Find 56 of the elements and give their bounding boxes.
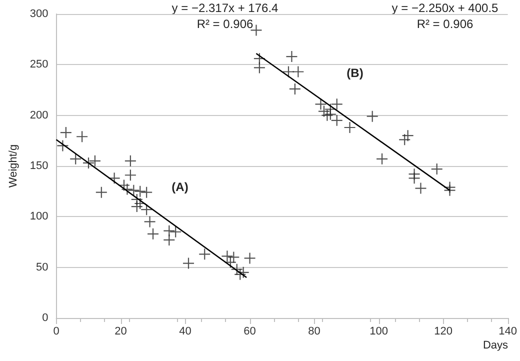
point (148, 228, 159, 240)
annotation: R² = 0.906 (416, 17, 474, 31)
point (183, 258, 194, 269)
point (60, 127, 72, 138)
x-tick-label: 40 (179, 326, 192, 338)
point (415, 182, 426, 194)
y-tick-label: 250 (30, 58, 48, 71)
annotation: (B) (346, 66, 364, 80)
point (228, 252, 240, 263)
annotation: y = −2.250x + 400.5 (392, 1, 499, 15)
y-tick-label: 0 (42, 312, 48, 324)
point (402, 130, 414, 142)
point (170, 226, 182, 238)
point (96, 186, 107, 198)
point (431, 164, 442, 175)
y-tick-label: 100 (30, 210, 48, 223)
x-tick-label: 100 (370, 326, 388, 338)
point (141, 186, 152, 198)
y-tick-label: 150 (30, 160, 48, 172)
point (144, 216, 156, 228)
y-tick-label: 200 (30, 109, 48, 122)
x-tick-label: 120 (434, 326, 452, 338)
x-tick-label: 20 (114, 326, 127, 338)
point (199, 248, 210, 260)
x-axis-title: Days (482, 340, 508, 352)
point (318, 106, 330, 117)
point (89, 155, 100, 166)
point (124, 170, 136, 181)
point (254, 62, 265, 74)
point (331, 114, 342, 126)
annotation: R² = 0.906 (196, 17, 254, 31)
point (408, 172, 420, 184)
point (76, 131, 88, 142)
point (134, 186, 146, 197)
point (164, 234, 175, 246)
point (366, 110, 378, 122)
annotation: y = −2.317x + 176.4 (172, 1, 279, 15)
point (344, 122, 356, 133)
point (324, 108, 336, 120)
point (315, 98, 326, 110)
point (376, 153, 388, 164)
y-tick-label: 50 (36, 261, 48, 274)
point (331, 98, 342, 110)
point (286, 51, 298, 62)
annotation: (A) (172, 180, 188, 194)
x-tick-label: 0 (53, 326, 60, 338)
point (289, 83, 300, 94)
point (124, 155, 136, 166)
y-axis-title: Weight/g (8, 144, 20, 188)
point (222, 250, 233, 262)
x-tick-label: 140 (498, 326, 518, 338)
point (244, 252, 256, 264)
y-tick-label: 300 (30, 8, 48, 20)
point (292, 66, 304, 78)
x-tick-label: 80 (308, 326, 320, 338)
x-tick-label: 60 (244, 326, 256, 338)
